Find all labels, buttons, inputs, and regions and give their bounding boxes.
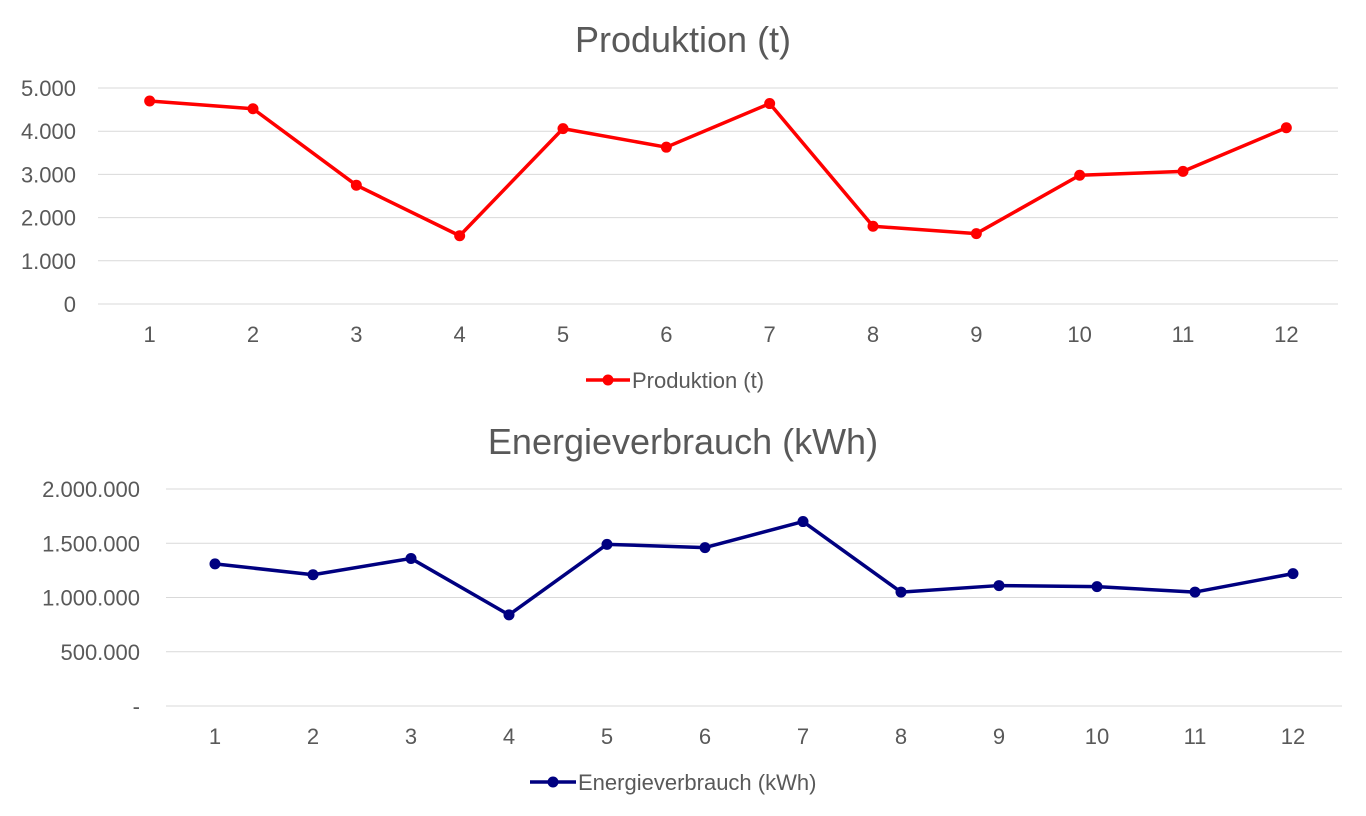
energieverbrauch-x-tick-label: 1 (209, 724, 221, 749)
energieverbrauch-x-tick-label: 7 (797, 724, 809, 749)
energieverbrauch-data-point (1189, 586, 1201, 598)
produktion-series-line (149, 99, 1288, 238)
energieverbrauch-x-tick-label: 2 (307, 724, 319, 749)
energieverbrauch-legend-marker (547, 776, 559, 788)
energieverbrauch-x-tick-label: 12 (1281, 724, 1305, 749)
produktion-legend-marker (602, 374, 614, 386)
energieverbrauch-x-tick-label: 8 (895, 724, 907, 749)
energieverbrauch-x-tick-label: 6 (699, 724, 711, 749)
energieverbrauch-data-point (209, 558, 221, 570)
produktion-chart-title: Produktion (t) (575, 19, 791, 60)
produktion-x-tick-label: 5 (557, 322, 569, 347)
energieverbrauch-y-tick-label: 1.000.000 (42, 586, 140, 611)
energieverbrauch-x-tick-label: 3 (405, 724, 417, 749)
energieverbrauch-y-tick-label: 1.500.000 (42, 531, 140, 556)
produktion-data-point (1074, 169, 1086, 181)
energieverbrauch-x-tick-label: 11 (1184, 724, 1207, 749)
produktion-x-tick-label: 11 (1172, 322, 1195, 347)
produktion-y-tick-label: 0 (64, 292, 76, 317)
energieverbrauch-x-tick-label: 9 (993, 724, 1005, 749)
energieverbrauch-legend-label: Energieverbrauch (kWh) (578, 770, 816, 795)
energieverbrauch-x-tick-label: 10 (1085, 724, 1109, 749)
energieverbrauch-x-tick-label: 5 (601, 724, 613, 749)
produktion-x-tick-label: 6 (660, 322, 672, 347)
produktion-y-tick-label: 2.000 (21, 206, 76, 231)
energieverbrauch-x-tick-label: 4 (503, 724, 515, 749)
energieverbrauch-data-point (405, 552, 417, 564)
energieverbrauch-y-tick-label: 2.000.000 (42, 477, 140, 502)
energieverbrauch-data-point (307, 569, 319, 581)
produktion-x-tick-label: 1 (144, 322, 156, 347)
produktion-data-point (247, 103, 259, 115)
produktion-x-tick-label: 7 (764, 322, 776, 347)
produktion-chart: Produktion (t) 0 1.000 2.000 3.000 4.000 5.000… (21, 19, 1338, 393)
produktion-data-point (660, 141, 672, 153)
energieverbrauch-y-tick-label: - (133, 694, 140, 719)
produktion-x-tick-label: 4 (454, 322, 466, 347)
energieverbrauch-chart-title: Energieverbrauch (kWh) (488, 421, 878, 462)
produktion-data-point (1280, 122, 1292, 134)
produktion-x-tick-label: 10 (1067, 322, 1091, 347)
produktion-data-point (144, 95, 156, 107)
produktion-data-point (1177, 165, 1189, 177)
energieverbrauch-series-line (214, 519, 1294, 617)
energieverbrauch-data-point (1287, 568, 1299, 580)
produktion-data-point (764, 98, 776, 110)
energieverbrauch-data-point (503, 609, 515, 621)
produktion-x-tick-label: 8 (867, 322, 879, 347)
produktion-x-tick-label: 3 (350, 322, 362, 347)
produktion-data-point (350, 179, 362, 191)
produktion-y-tick-label: 3.000 (21, 162, 76, 187)
produktion-data-point (970, 228, 982, 240)
energieverbrauch-chart: Energieverbrauch (kWh) - 500.000 1.000.000 1… (0, 410, 1366, 816)
energieverbrauch-data-point (601, 538, 613, 550)
energieverbrauch-data-point (895, 586, 907, 598)
produktion-y-tick-label: 4.000 (21, 119, 76, 144)
produktion-data-point (557, 123, 569, 135)
energieverbrauch-data-point (797, 516, 809, 528)
produktion-x-tick-label: 9 (970, 322, 982, 347)
produktion-x-tick-label: 2 (247, 322, 259, 347)
produktion-legend-label: Produktion (t) (632, 368, 764, 393)
energieverbrauch-y-tick-label: 500.000 (60, 640, 140, 665)
produktion-data-point (454, 230, 466, 242)
produktion-y-tick-label: 1.000 (21, 249, 76, 274)
produktion-x-tick-label: 12 (1274, 322, 1298, 347)
produktion-y-tick-label: 5.000 (21, 76, 76, 101)
energieverbrauch-data-point (1091, 581, 1103, 593)
energieverbrauch-data-point (699, 542, 711, 554)
produktion-chart-svg: Produktion (t) 0 1.000 2.000 3.000 4.000 5.000… (21, 19, 1338, 393)
produktion-data-point (867, 220, 879, 232)
energieverbrauch-data-point (993, 580, 1005, 592)
energieverbrauch-chart-svg: Energieverbrauch (kWh) - 500.000 1.000.000 1… (42, 421, 1342, 795)
